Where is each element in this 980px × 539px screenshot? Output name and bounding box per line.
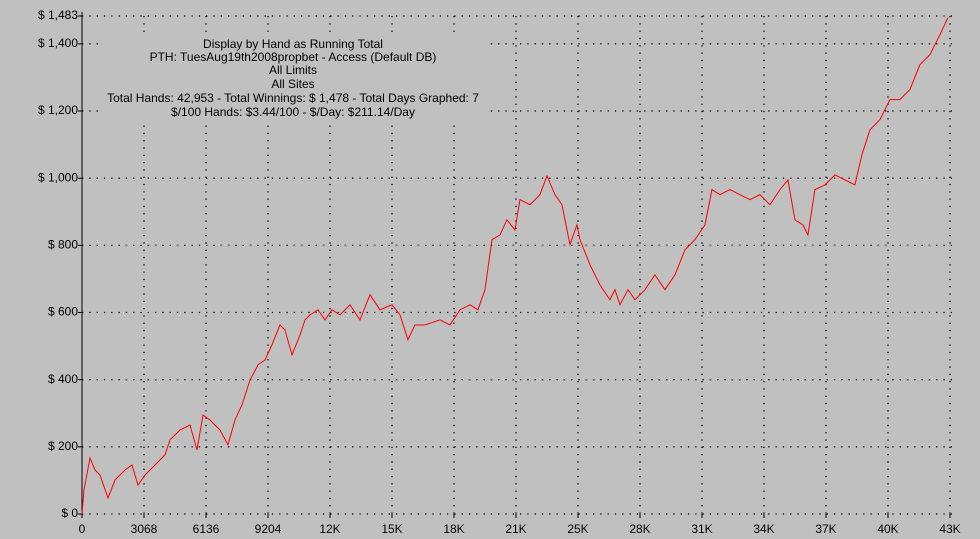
y-tick-label: $ 1,200	[38, 103, 78, 117]
chart-subtitle: Total Hands: 42,953 - Total Winnings: $ …	[107, 91, 479, 105]
x-tick-label: 3068	[131, 522, 158, 536]
x-tick-label: 28K	[629, 522, 650, 536]
y-tick-label: $ 0	[61, 506, 78, 520]
y-tick-label: $ 200	[48, 439, 78, 453]
chart-title: Display by Hand as Running Total	[203, 37, 383, 51]
x-tick-label: 25K	[567, 522, 588, 536]
chart-subtitle: PTH: TuesAug19th2008propbet - Access (De…	[150, 50, 437, 64]
x-tick-label: 15K	[381, 522, 402, 536]
x-tick-label: 21K	[505, 522, 526, 536]
info-box	[100, 36, 490, 122]
x-tick-label: 0	[79, 522, 86, 536]
x-tick-label: 40K	[877, 522, 898, 536]
x-tick-label: 43K	[939, 522, 960, 536]
y-tick-label: $ 600	[48, 305, 78, 319]
x-tick-label: 37K	[815, 522, 836, 536]
y-tick-label: $ 1,000	[38, 170, 78, 184]
x-tick-label: 34K	[753, 522, 774, 536]
x-tick-label: 31K	[691, 522, 712, 536]
x-tick-label: 9204	[255, 522, 282, 536]
x-tick-label: 18K	[443, 522, 464, 536]
y-tick-label: $ 1,483	[38, 8, 78, 22]
x-tick-label: 12K	[319, 522, 340, 536]
y-tick-label: $ 1,400	[38, 36, 78, 50]
y-tick-label: $ 400	[48, 372, 78, 386]
chart-subtitle: $/100 Hands: $3.44/100 - $/Day: $211.14/…	[171, 105, 415, 119]
chart-subtitle: All Sites	[271, 77, 314, 91]
y-tick-label: $ 800	[48, 238, 78, 252]
chart-subtitle: All Limits	[269, 63, 317, 77]
x-tick-label: 6136	[193, 522, 220, 536]
data-line	[81, 17, 949, 515]
